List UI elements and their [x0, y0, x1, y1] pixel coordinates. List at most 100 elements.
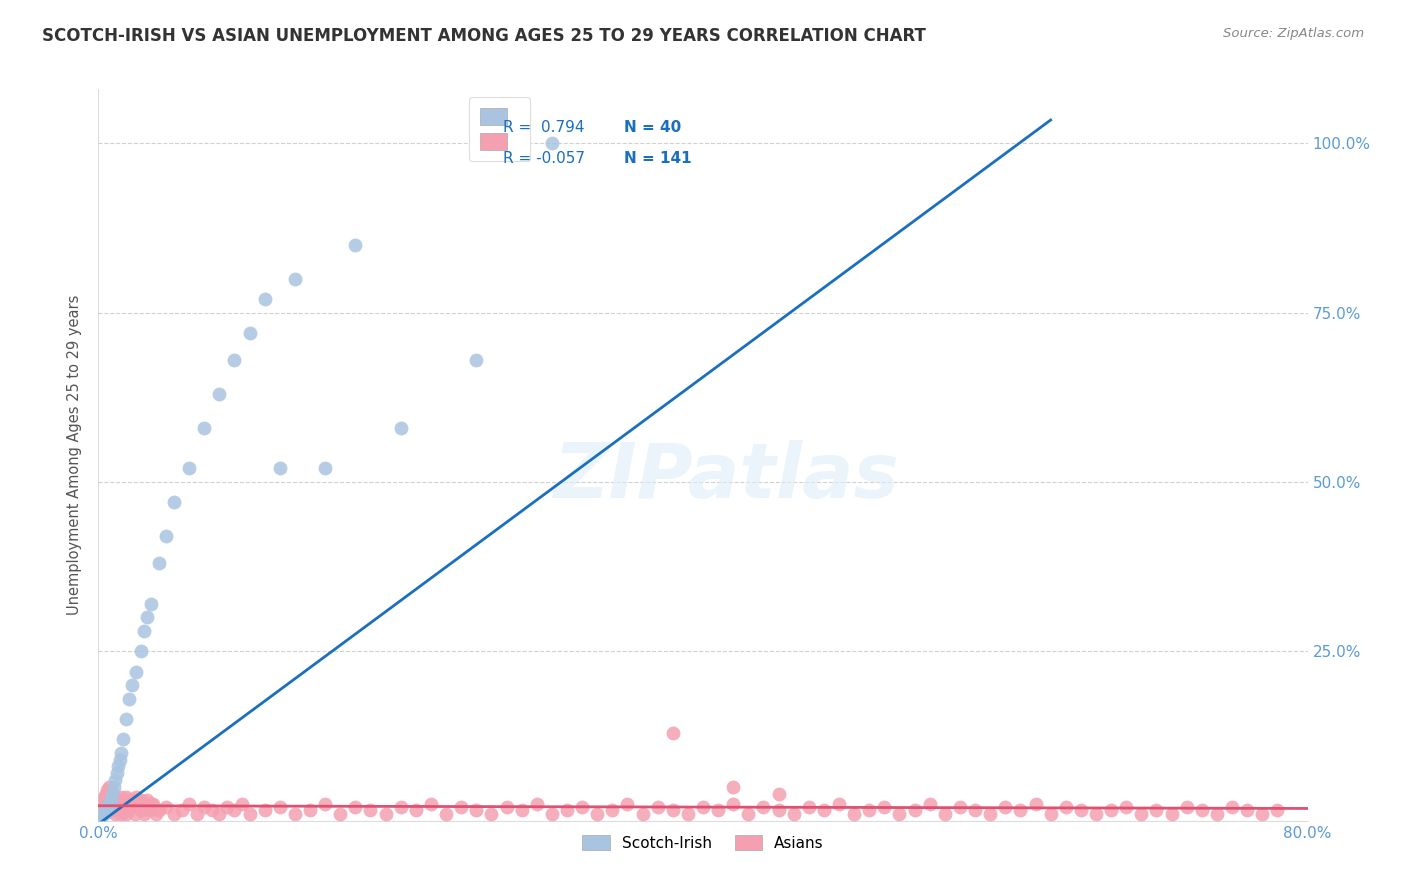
Point: [647, 800, 669, 814]
Point: [389, 421, 412, 435]
Text: R =  0.794: R = 0.794: [503, 120, 585, 135]
Point: [127, 793, 149, 807]
Point: [112, 804, 135, 818]
Point: [91, 806, 114, 821]
Point: [107, 804, 129, 818]
Point: [94, 804, 117, 818]
Point: [797, 800, 820, 814]
Point: [135, 610, 157, 624]
Point: [145, 806, 167, 821]
Point: [90, 797, 112, 811]
Point: [752, 800, 775, 814]
Point: [118, 797, 141, 811]
Point: [115, 800, 138, 814]
Point: [103, 797, 125, 811]
Point: [129, 644, 152, 658]
Point: [465, 353, 488, 368]
Point: [239, 806, 262, 821]
Point: [1220, 800, 1243, 814]
Point: [208, 806, 231, 821]
Point: [155, 529, 177, 543]
Point: [737, 806, 759, 821]
Point: [783, 806, 806, 821]
Point: [224, 353, 246, 368]
Point: [858, 804, 880, 818]
Point: [96, 797, 118, 811]
Point: [586, 806, 609, 821]
Point: [284, 806, 307, 821]
Point: [105, 800, 128, 814]
Point: [186, 806, 208, 821]
Point: [965, 804, 987, 818]
Point: [121, 797, 143, 811]
Point: [661, 804, 683, 818]
Point: [723, 797, 745, 811]
Point: [141, 597, 163, 611]
Point: [1115, 800, 1137, 814]
Point: [284, 272, 307, 286]
Point: [93, 789, 115, 804]
Point: [111, 800, 134, 814]
Point: [98, 797, 121, 811]
Point: [132, 806, 155, 821]
Text: N = 141: N = 141: [624, 151, 692, 166]
Point: [314, 461, 336, 475]
Point: [495, 800, 517, 814]
Point: [163, 495, 186, 509]
Point: [96, 783, 118, 797]
Point: [828, 797, 851, 811]
Point: [105, 766, 128, 780]
Point: [540, 136, 562, 151]
Point: [129, 793, 152, 807]
Point: [94, 804, 117, 818]
Point: [723, 780, 745, 794]
Point: [98, 800, 121, 814]
Point: [602, 804, 624, 818]
Point: [110, 806, 132, 821]
Point: [344, 238, 367, 252]
Point: [103, 789, 125, 804]
Point: [193, 421, 215, 435]
Point: [510, 804, 533, 818]
Point: [121, 678, 143, 692]
Point: [1024, 797, 1046, 811]
Point: [208, 387, 231, 401]
Point: [571, 800, 593, 814]
Point: [299, 804, 322, 818]
Point: [89, 806, 111, 821]
Point: [215, 800, 238, 814]
Point: [1191, 804, 1213, 818]
Point: [904, 804, 927, 818]
Point: [405, 804, 427, 818]
Point: [1251, 806, 1274, 821]
Point: [110, 746, 132, 760]
Point: [616, 797, 638, 811]
Point: [329, 806, 352, 821]
Point: [1160, 806, 1182, 821]
Point: [104, 793, 127, 807]
Point: [949, 800, 972, 814]
Point: [96, 800, 118, 814]
Point: [661, 725, 683, 739]
Point: [115, 793, 138, 807]
Point: [170, 804, 193, 818]
Point: [101, 804, 124, 818]
Point: [139, 804, 162, 818]
Point: [768, 787, 790, 801]
Point: [179, 797, 201, 811]
Y-axis label: Unemployment Among Ages 25 to 29 years: Unemployment Among Ages 25 to 29 years: [67, 294, 83, 615]
Point: [90, 810, 112, 824]
Point: [108, 797, 131, 811]
Point: [269, 800, 291, 814]
Point: [1039, 806, 1062, 821]
Point: [114, 806, 136, 821]
Point: [128, 797, 150, 811]
Point: [768, 804, 790, 818]
Point: [118, 804, 141, 818]
Point: [100, 783, 122, 797]
Point: [676, 806, 699, 821]
Point: [239, 326, 262, 340]
Point: [707, 804, 730, 818]
Point: [450, 800, 472, 814]
Point: [1054, 800, 1077, 814]
